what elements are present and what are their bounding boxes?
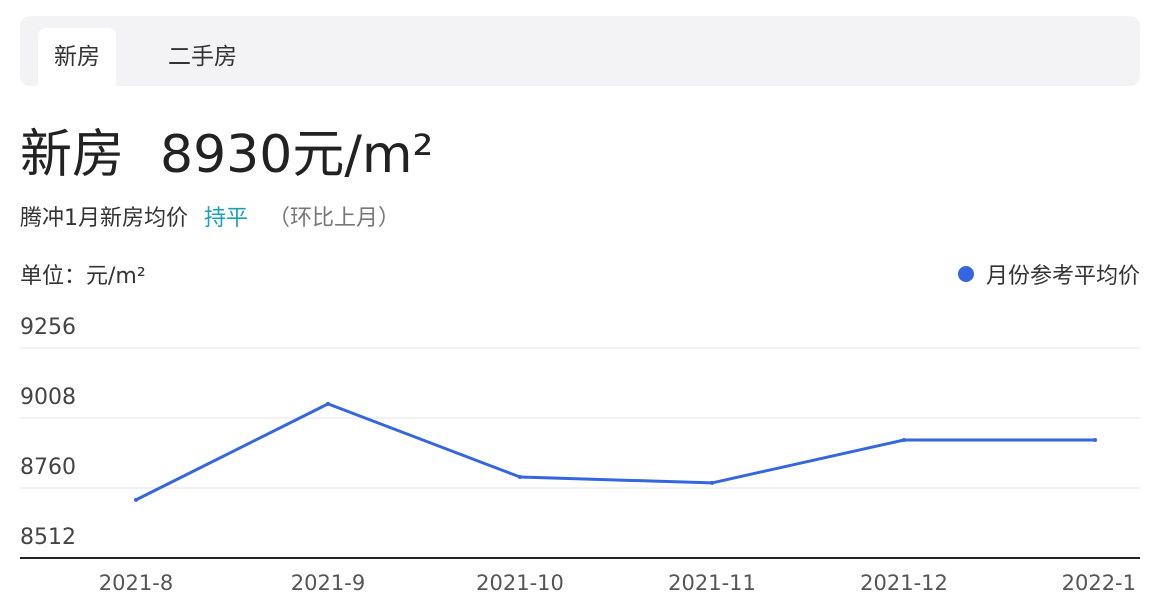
data-point: [710, 480, 714, 485]
y-tick-label: 9256: [20, 315, 76, 340]
data-point: [134, 497, 138, 502]
data-point: [326, 401, 330, 406]
data-point: [902, 438, 906, 443]
data-point: [1093, 438, 1097, 443]
tab-bar: 新房 二手房: [20, 16, 1140, 86]
x-tick-label: 2021-8: [99, 571, 173, 595]
x-tick-label: 2021-9: [291, 571, 365, 595]
summary: 腾冲1月新房均价 持平 （环比上月）: [20, 200, 400, 232]
legend-label: 月份参考平均价: [985, 264, 1140, 289]
x-tick-label: 2021-11: [668, 571, 756, 595]
x-tick-label: 2021-12: [860, 571, 948, 595]
x-tick-label: 2022-1: [1062, 571, 1136, 595]
y-tick-label: 8512: [20, 525, 76, 550]
trend-badge: 持平: [204, 206, 249, 231]
tab-second-hand-house[interactable]: 二手房: [168, 44, 237, 70]
average-price: 8930元/m²: [160, 125, 434, 185]
house-type: 新房: [20, 125, 125, 185]
y-tick-label: 9008: [20, 385, 76, 410]
page-title: 新房 8930元/m²: [20, 112, 433, 187]
series-line: [135, 402, 1095, 502]
data-point: [518, 474, 522, 479]
chart-legend: 月份参考平均价: [957, 258, 1140, 290]
y-tick-label: 8760: [20, 455, 76, 480]
x-tick-label: 2021-10: [476, 571, 564, 595]
compare-note: （环比上月）: [268, 206, 401, 231]
tab-new-house[interactable]: 新房: [38, 28, 116, 86]
legend-dot-icon: [957, 266, 974, 282]
unit-label: 单位：元/m²: [20, 264, 146, 289]
summary-text: 腾冲1月新房均价: [20, 206, 188, 231]
